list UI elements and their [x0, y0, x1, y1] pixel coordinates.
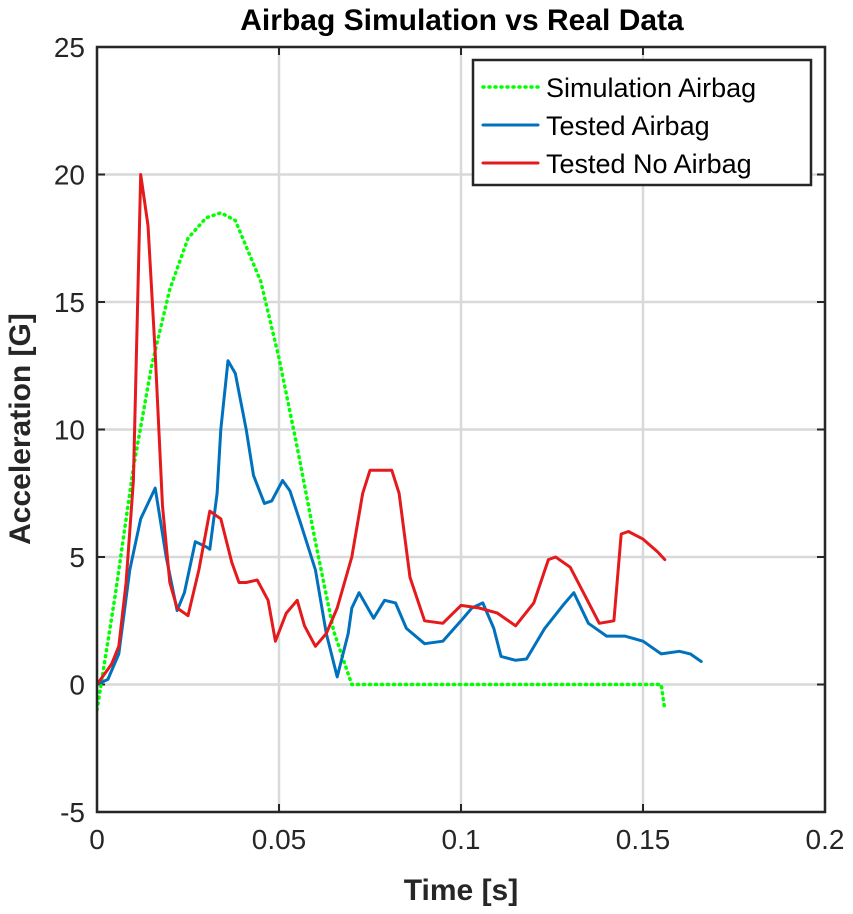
y-tick-label: 20: [54, 160, 85, 191]
y-tick-label: 0: [69, 670, 85, 701]
x-tick-label: 0.15: [616, 824, 671, 855]
x-tick-label: 0: [89, 824, 105, 855]
y-tick-label: 10: [54, 415, 85, 446]
chart-title: Airbag Simulation vs Real Data: [240, 4, 684, 37]
y-axis-label: Acceleration [G]: [4, 313, 37, 545]
x-axis-label: Time [s]: [404, 874, 518, 907]
y-tick-label: -5: [60, 797, 85, 828]
legend-label: Simulation Airbag: [546, 73, 756, 103]
series-line-2: [97, 173, 667, 686]
y-tick-label: 25: [54, 32, 85, 63]
x-tick-label: 0.1: [442, 824, 481, 855]
legend-label: Tested No Airbag: [546, 149, 752, 179]
plot-frame: [95, 45, 827, 814]
legend: Simulation Airbag Tested Airbag Tested No …: [471, 58, 813, 187]
series-line-0: [97, 211, 667, 712]
x-tick-label: 0.05: [252, 824, 307, 855]
y-tick-label: 15: [54, 287, 85, 318]
y-tick-label: 5: [69, 542, 85, 573]
legend-label: Tested Airbag: [546, 111, 710, 141]
series-line-1: [97, 359, 703, 686]
plot-series: [97, 173, 703, 712]
x-tick-label: 0.2: [806, 824, 845, 855]
